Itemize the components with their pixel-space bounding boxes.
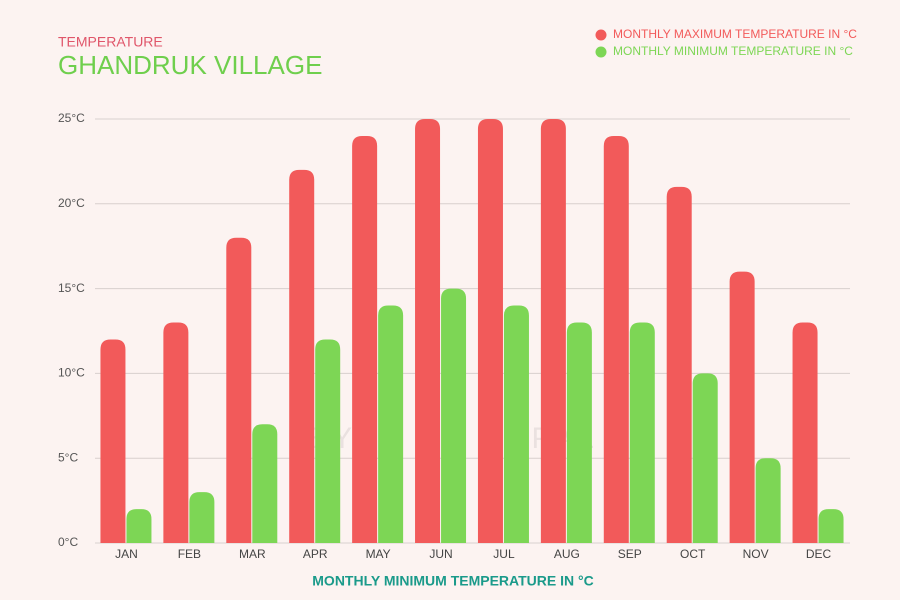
bar xyxy=(792,322,818,543)
chart-subtitle: TEMPERATURE xyxy=(58,34,163,50)
chart-title: GHANDRUK VILLAGE xyxy=(58,50,322,80)
x-tick-label: FEB xyxy=(178,547,201,561)
x-tick-label: MAY xyxy=(366,547,391,561)
y-tick-label: 0°C xyxy=(58,535,78,549)
bar xyxy=(378,305,404,543)
y-tick-label: 25°C xyxy=(58,111,85,125)
bar xyxy=(126,509,152,543)
bar xyxy=(289,169,315,543)
x-tick-label: JAN xyxy=(115,547,138,561)
x-tick-label: JUL xyxy=(493,547,515,561)
bar xyxy=(163,322,189,543)
x-tick-label: JUN xyxy=(429,547,452,561)
bar xyxy=(352,135,378,543)
y-tick-label: 10°C xyxy=(58,366,85,380)
legend-marker xyxy=(595,29,607,41)
legend-marker xyxy=(595,46,607,58)
bar xyxy=(566,322,592,543)
x-tick-label: AUG xyxy=(554,547,580,561)
bar xyxy=(477,119,503,543)
y-tick-label: 5°C xyxy=(58,450,78,464)
legend-label: MONTHLY MINIMUM TEMPERATURE IN °C xyxy=(613,44,853,58)
bar xyxy=(503,305,529,543)
bar xyxy=(629,322,655,543)
bar xyxy=(441,288,467,543)
bar xyxy=(818,509,844,543)
bar xyxy=(189,492,215,543)
y-tick-label: 20°C xyxy=(58,196,85,210)
legend-label: MONTHLY MAXIMUM TEMPERATURE IN °C xyxy=(613,27,857,41)
y-tick-label: 15°C xyxy=(58,281,85,295)
x-tick-label: NOV xyxy=(743,547,769,561)
bar xyxy=(692,373,718,543)
x-tick-label: APR xyxy=(303,547,328,561)
bar xyxy=(755,458,781,543)
x-tick-label: SEP xyxy=(618,547,642,561)
x-tick-label: OCT xyxy=(680,547,706,561)
bar xyxy=(729,271,755,543)
bar xyxy=(540,119,566,543)
x-tick-label: DEC xyxy=(806,547,832,561)
x-axis-label: MONTHLY MINIMUM TEMPERATURE IN °C xyxy=(312,573,593,589)
x-tick-label: MAR xyxy=(239,547,266,561)
bar xyxy=(226,237,252,543)
bar xyxy=(666,186,692,543)
bar xyxy=(315,339,341,543)
bar xyxy=(603,135,629,543)
bar xyxy=(100,339,126,543)
bar xyxy=(415,119,441,543)
bar xyxy=(252,424,278,543)
